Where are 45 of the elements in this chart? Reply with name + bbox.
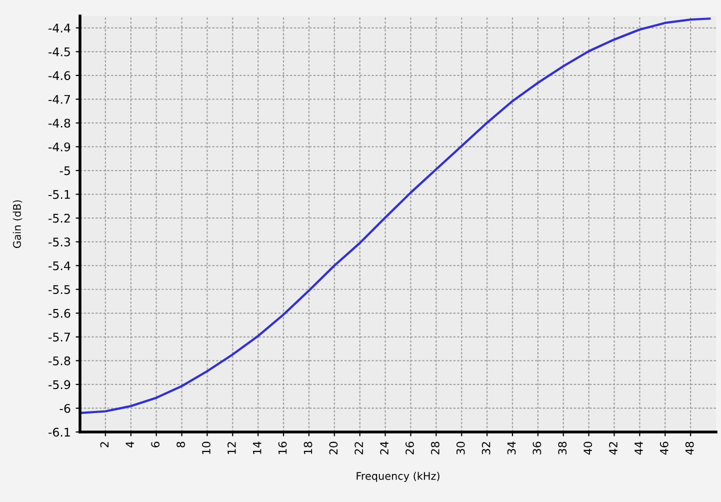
line-series: [80, 18, 711, 414]
y-tick-label: -4.4: [48, 24, 70, 32]
x-tick-label: 8: [176, 442, 185, 448]
y-tick-label: -5.5: [48, 285, 70, 294]
y-tick-label: -6: [60, 404, 70, 413]
x-tick-label: 26: [406, 442, 414, 454]
x-tick-label: 4: [126, 442, 134, 448]
y-tick-label: -5.7: [48, 332, 70, 342]
x-tick-label: 32: [482, 442, 490, 454]
y-tick-label: -5: [60, 166, 70, 176]
x-tick-label: 34: [507, 442, 516, 454]
y-tick-label: -6.1: [48, 428, 70, 437]
x-tick-label: 42: [609, 442, 618, 455]
x-tick-label: 30: [456, 442, 465, 454]
y-tick-label: -4.6: [48, 71, 70, 80]
x-tick-label: 24: [380, 442, 388, 454]
y-tick-label: -5.9: [48, 380, 70, 390]
x-tick-label: 12: [227, 442, 236, 454]
y-tick-label: -4.8: [48, 118, 70, 128]
y-tick-label: -5.6: [48, 308, 70, 318]
x-tick-label: 6: [151, 442, 160, 448]
x-tick-label: 20: [329, 442, 338, 454]
x-tick-label: 48: [685, 442, 694, 455]
x-tick-label: 40: [584, 442, 592, 455]
y-tick-label: -5.1: [48, 190, 70, 199]
x-tick-label: 38: [558, 442, 567, 454]
y-tick-label: -5.3: [48, 238, 70, 246]
y-tick-label: -5.8: [48, 356, 70, 366]
x-tick-label: 46: [660, 442, 668, 455]
x-tick-label: 10: [202, 442, 210, 454]
x-tick-label: 44: [634, 442, 643, 455]
y-axis-title: Gain (dB): [12, 200, 22, 248]
x-tick-label: 18: [304, 442, 312, 454]
y-tick-label: -4.9: [48, 142, 70, 152]
x-tick-label: 36: [532, 442, 542, 454]
y-tick-label: -4.5: [48, 48, 70, 56]
y-tick-label: -5.4: [48, 261, 70, 270]
x-tick-label: 14: [253, 442, 262, 454]
x-axis-title: Frequency (kHz): [356, 472, 440, 482]
x-tick-label: 2: [100, 442, 109, 448]
y-tick-label: -4.7: [48, 95, 70, 104]
x-tick-label: 28: [430, 442, 440, 454]
x-tick-label: 16: [278, 442, 287, 454]
y-tick-label: -5.2: [48, 214, 70, 223]
x-tick-label: 22: [354, 442, 363, 454]
